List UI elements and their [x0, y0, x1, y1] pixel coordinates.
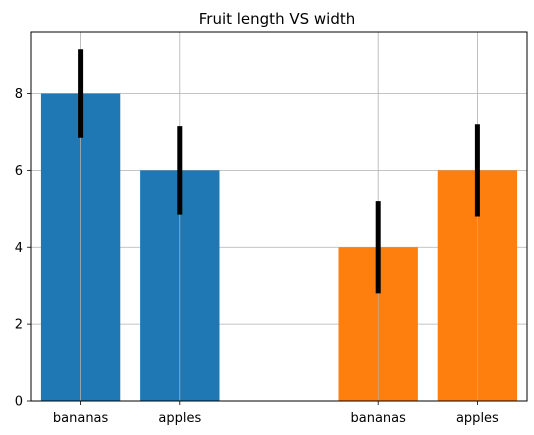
plot-frame: [30, 31, 528, 402]
y-tick-label: 2: [15, 318, 23, 333]
chart-title: Fruit length VS width: [199, 10, 356, 28]
x-tick-label: apples: [158, 411, 201, 426]
y-tick-label: 0: [15, 395, 23, 410]
y-tick-label: 4: [15, 241, 23, 256]
error-bars: [78, 49, 480, 294]
x-tick-label: apples: [456, 411, 499, 426]
x-axis: bananas apples bananas apples: [53, 401, 499, 426]
y-tick-label: 8: [15, 87, 23, 102]
y-axis: 0 2 4 6 8: [15, 87, 31, 410]
x-tick-label: bananas: [53, 411, 109, 426]
x-tick-label: bananas: [350, 411, 406, 426]
y-tick-label: 6: [15, 164, 23, 179]
